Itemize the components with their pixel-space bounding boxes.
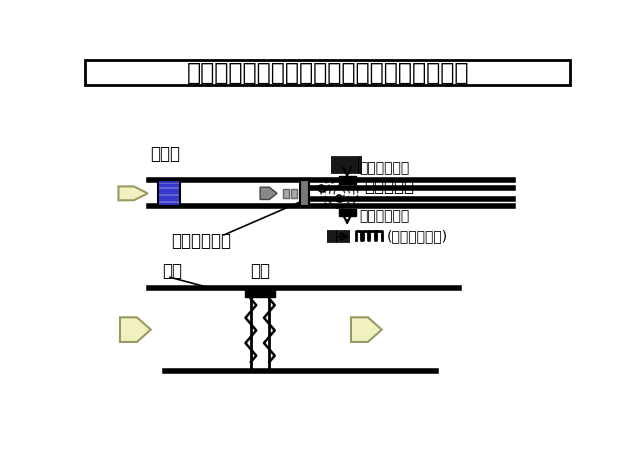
- Text: 整流器: 整流器: [150, 145, 180, 163]
- Text: 超音波受信機: 超音波受信機: [360, 210, 410, 223]
- Bar: [86, 60, 569, 85]
- Bar: [158, 180, 180, 206]
- Text: カルマン渦: カルマン渦: [364, 177, 414, 195]
- Bar: [245, 287, 275, 297]
- Bar: [339, 176, 355, 184]
- Polygon shape: [118, 186, 148, 200]
- Text: 電源: 電源: [250, 262, 270, 280]
- Text: (渦数カウント): (渦数カウント): [387, 229, 447, 243]
- Polygon shape: [260, 187, 277, 199]
- Text: 熱線: 熱線: [162, 262, 182, 280]
- Bar: [300, 180, 309, 206]
- Polygon shape: [351, 318, 381, 342]
- Text: カルマン渦柱: カルマン渦柱: [171, 232, 231, 250]
- Text: カルマン渦式流量計とホットワイヤ式流量計: カルマン渦式流量計とホットワイヤ式流量計: [187, 61, 469, 84]
- Polygon shape: [120, 318, 151, 342]
- Bar: [291, 189, 297, 198]
- Bar: [339, 209, 355, 216]
- Bar: [283, 189, 289, 198]
- Text: 超音波発信機: 超音波発信機: [360, 161, 410, 175]
